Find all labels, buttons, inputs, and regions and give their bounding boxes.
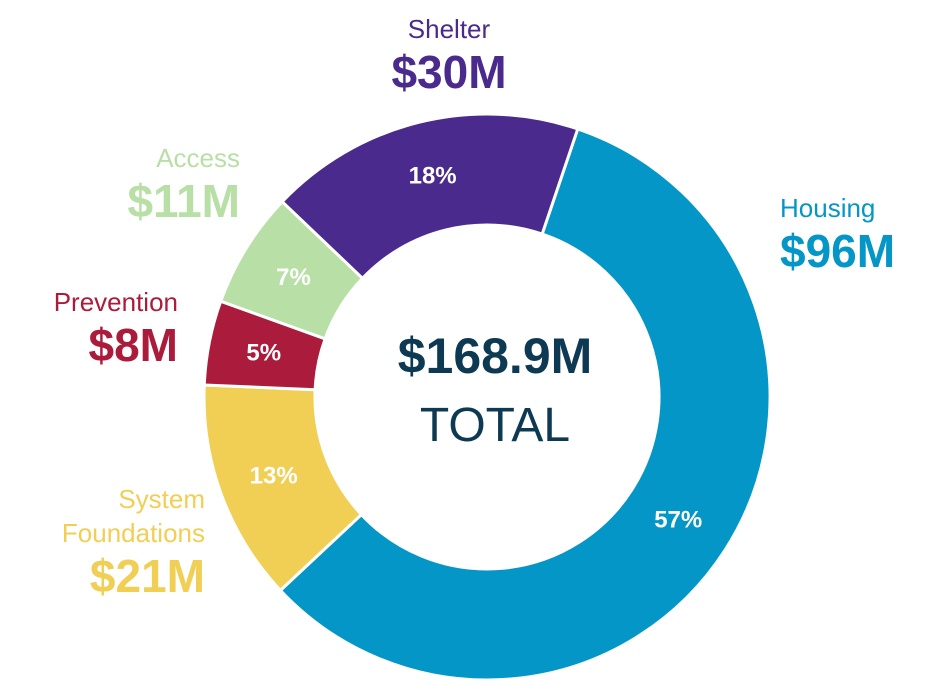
slice-percent-system-foundations: 13% bbox=[250, 463, 298, 490]
legend-shelter-amount: $30M bbox=[391, 46, 507, 98]
slice-housing bbox=[278, 127, 772, 682]
slice-shelter bbox=[280, 112, 580, 281]
legend-shelter: Shelter $30M bbox=[340, 12, 558, 98]
legend-access: Access $11M bbox=[60, 141, 240, 227]
legend-housing: Housing $96M bbox=[780, 191, 940, 277]
legend-prevention: Prevention $8M bbox=[10, 285, 178, 371]
legend-housing-name: Housing bbox=[780, 193, 876, 223]
legend-prevention-amount: $8M bbox=[88, 319, 178, 371]
slice-percent-access: 7% bbox=[276, 264, 311, 291]
total-amount: $168.9M bbox=[397, 328, 593, 384]
legend-system-foundations: System Foundations $21M bbox=[10, 482, 205, 602]
total-caption: TOTAL bbox=[419, 399, 571, 452]
slice-percent-prevention: 5% bbox=[246, 340, 281, 367]
legend-system-foundations-name: System Foundations bbox=[61, 484, 205, 548]
slice-percent-shelter: 18% bbox=[409, 163, 457, 190]
legend-prevention-name: Prevention bbox=[53, 287, 178, 317]
legend-access-amount: $11M bbox=[127, 175, 240, 227]
legend-shelter-name: Shelter bbox=[407, 14, 491, 44]
slice-percent-housing: 57% bbox=[654, 507, 702, 534]
legend-system-foundations-amount: $21M bbox=[89, 550, 205, 602]
legend-housing-amount: $96M bbox=[780, 225, 896, 277]
legend-access-name: Access bbox=[156, 143, 240, 173]
